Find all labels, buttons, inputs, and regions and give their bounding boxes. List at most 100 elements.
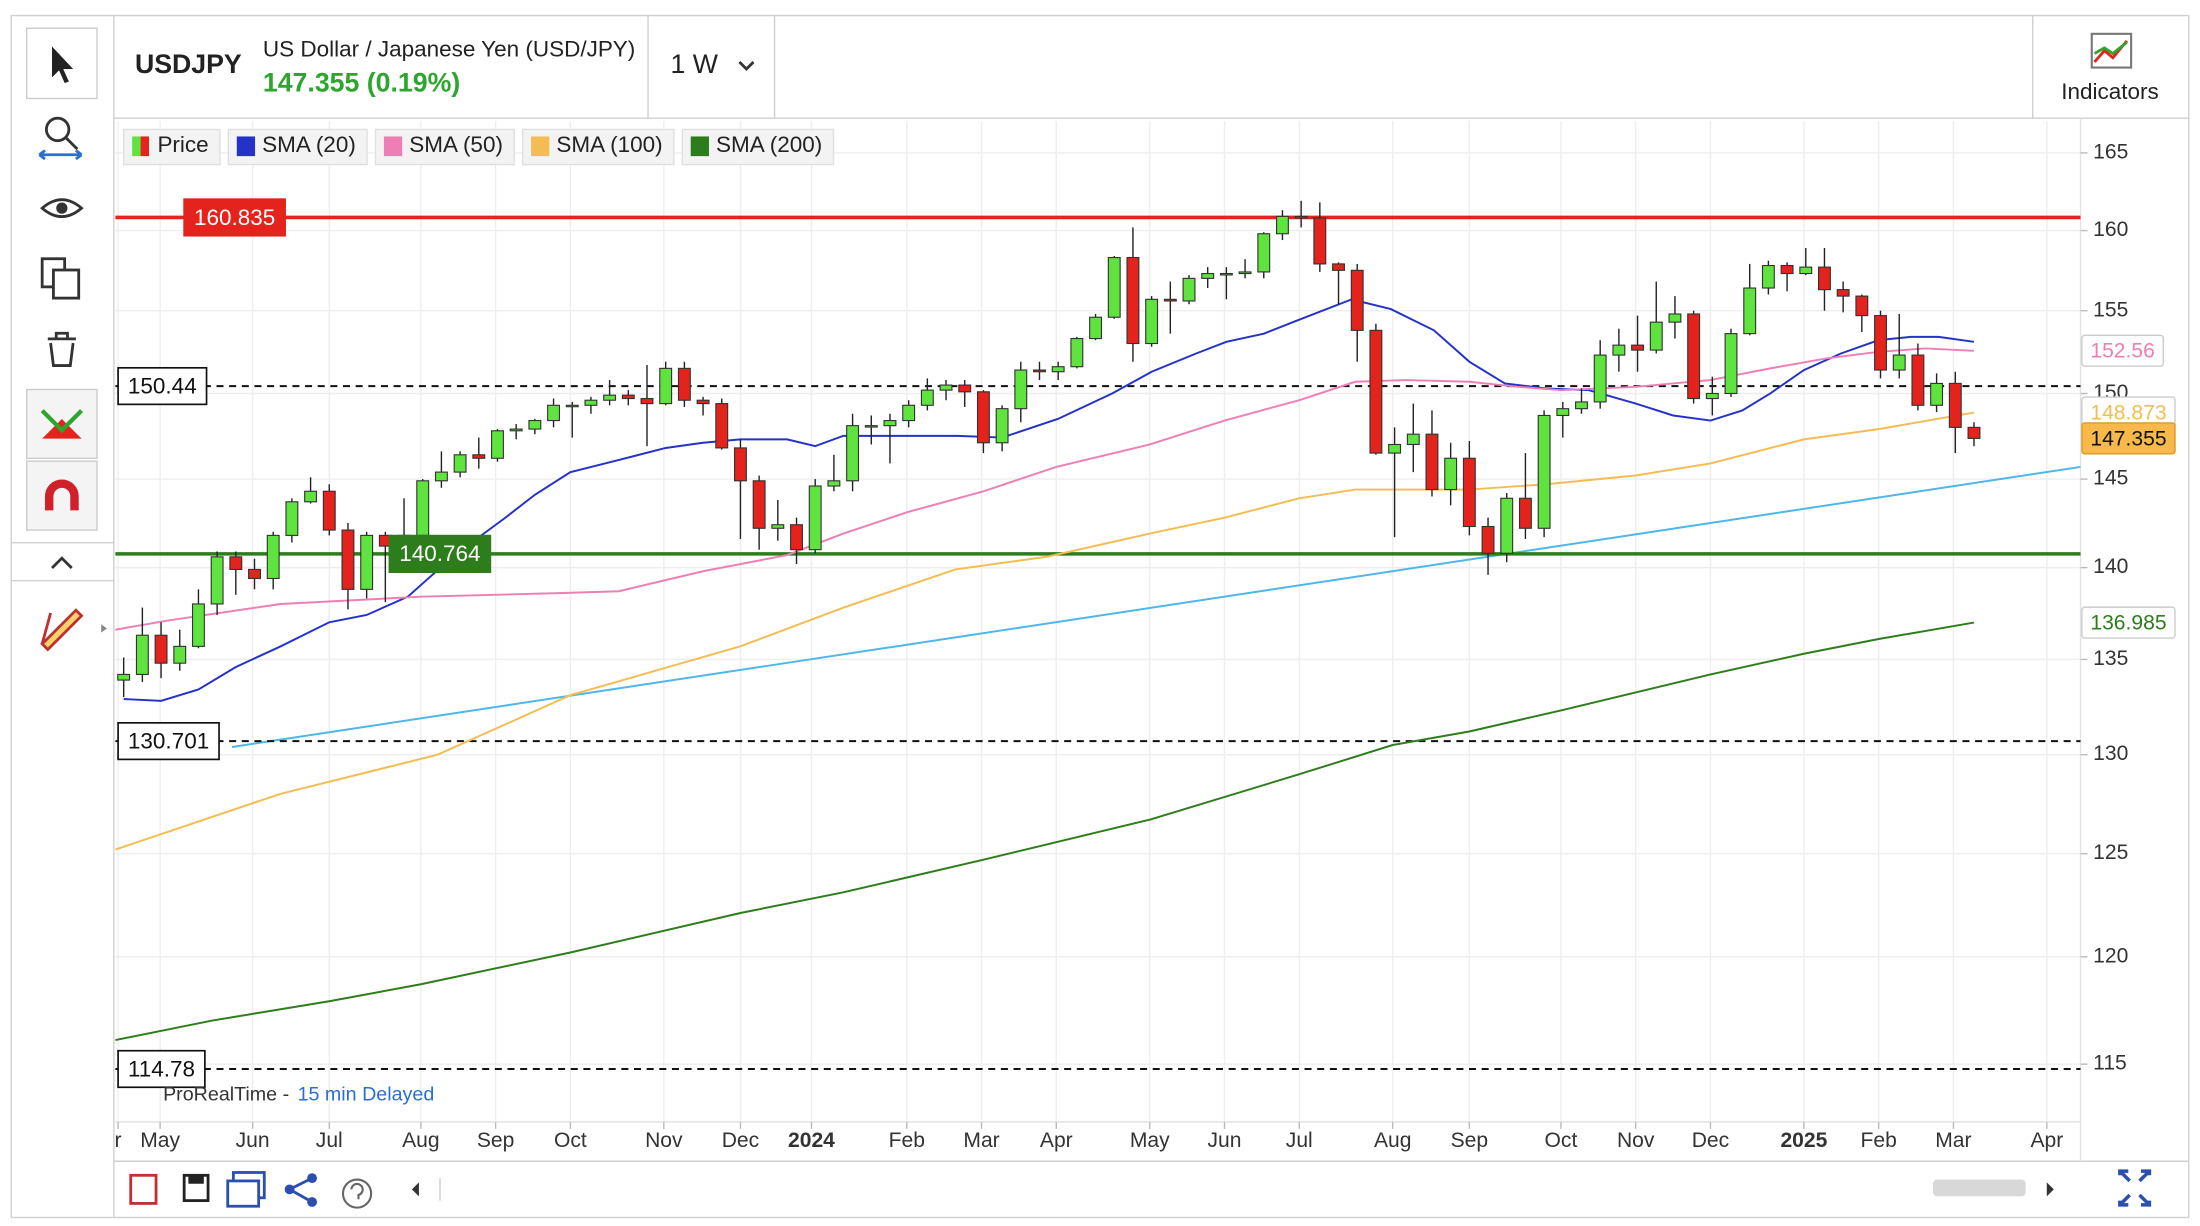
- candle-body: [677, 367, 691, 401]
- candle-body: [1631, 344, 1645, 351]
- y-tick-label: 115: [2093, 1052, 2127, 1075]
- scroll-left[interactable]: [411, 1182, 419, 1197]
- value-badge: 147.355: [2090, 427, 2166, 450]
- indicators-button[interactable]: Indicators: [2061, 79, 2158, 104]
- candle-body: [1500, 497, 1514, 554]
- x-tick-label: Dec: [1692, 1129, 1729, 1152]
- candle-body: [920, 389, 934, 406]
- level-label-box: [388, 534, 492, 574]
- x-tick-label: Feb: [889, 1129, 925, 1152]
- legend-label: SMA (50): [409, 132, 503, 157]
- candle-body: [715, 403, 729, 449]
- legend-swatch: [236, 136, 256, 157]
- left-toolbar: [11, 27, 114, 652]
- value-badge-box: [2081, 422, 2176, 455]
- x-tick-label: 2025: [1780, 1129, 1827, 1152]
- candle-body: [1051, 366, 1065, 373]
- candle-body: [1388, 443, 1402, 454]
- candle-body: [1612, 344, 1626, 356]
- scroll-right[interactable]: [2046, 1182, 2054, 1197]
- candle-body: [547, 404, 561, 422]
- tool-icon[interactable]: [129, 1173, 158, 1205]
- value-badge: 152.56: [2090, 340, 2154, 363]
- level-label: 160.835: [194, 205, 275, 230]
- tool-button[interactable]: [26, 388, 98, 460]
- source: ProRealTime -: [163, 1083, 289, 1105]
- candle-body: [210, 556, 224, 605]
- x-tick-label: r: [115, 1129, 122, 1152]
- sma-line: [115, 347, 1975, 631]
- candle-body: [1761, 264, 1775, 289]
- candle-body: [1930, 382, 1944, 406]
- candle-body: [1201, 272, 1215, 279]
- candle-body: [846, 425, 860, 482]
- candle-body: [621, 394, 635, 400]
- value-badge: 136.985: [2090, 612, 2166, 635]
- candle-body: [696, 399, 710, 405]
- level-label-box: [117, 722, 220, 761]
- candle-body: [1874, 315, 1887, 371]
- candle-body: [154, 634, 168, 664]
- candle-body: [1406, 433, 1420, 446]
- interval-chevron[interactable]: [738, 60, 755, 71]
- x-tick-label: May: [1130, 1129, 1170, 1152]
- candle-body: [752, 480, 766, 529]
- candle-body: [1724, 333, 1738, 395]
- y-tick-label: 125: [2093, 841, 2128, 864]
- level-label-box: [117, 366, 208, 406]
- candle-body: [902, 404, 916, 422]
- pencil-icon[interactable]: [40, 608, 84, 652]
- tool-button[interactable]: [26, 460, 98, 531]
- delay-note[interactable]: 15 min Delayed: [298, 1083, 435, 1105]
- candle-body: [1855, 295, 1869, 317]
- price-change: 147.355 (0.19%): [263, 67, 460, 97]
- candle-body: [603, 394, 617, 401]
- x-tick-label: Oct: [1545, 1129, 1578, 1152]
- candle-body: [1668, 313, 1682, 323]
- legend-swatch: [531, 136, 550, 157]
- candle-body: [864, 425, 878, 428]
- candle-body: [1911, 354, 1925, 406]
- x-tick-label: Jul: [316, 1129, 343, 1152]
- x-tick-label: Jun: [236, 1129, 270, 1152]
- candle-body: [434, 471, 448, 482]
- candle-body: [584, 399, 598, 406]
- legend-label: SMA (20): [262, 132, 356, 157]
- help-icon[interactable]: [341, 1178, 373, 1209]
- interval[interactable]: 1 W: [671, 49, 719, 79]
- scrollbar[interactable]: [1932, 1179, 2026, 1197]
- level-label: 140.764: [399, 541, 480, 566]
- value-badge-box: [2081, 334, 2164, 367]
- candle-body: [1948, 382, 1962, 428]
- legend-swatch: [132, 136, 141, 157]
- candle-body: [1107, 256, 1121, 318]
- y-tick-label: 130: [2093, 742, 2128, 765]
- candle-body: [1089, 316, 1103, 340]
- candle-body: [1967, 426, 1981, 439]
- candle-body: [304, 490, 318, 503]
- candle-body: [528, 419, 542, 430]
- y-tick-label: 135: [2093, 647, 2128, 670]
- candle-body: [1257, 233, 1271, 273]
- indicators-icon[interactable]: [2090, 32, 2133, 69]
- eye-icon: [56, 202, 68, 214]
- legend-label: Price: [157, 132, 208, 157]
- fullscreen-icon[interactable]: [2118, 1169, 2152, 1207]
- candle-body: [341, 529, 355, 590]
- sma-line: [115, 411, 1975, 851]
- collapse-icon[interactable]: [51, 556, 73, 570]
- x-tick-label: Oct: [554, 1129, 587, 1152]
- x-tick-label: Sep: [1451, 1129, 1489, 1152]
- level-label-box: [117, 1049, 206, 1089]
- candle-body: [790, 524, 803, 551]
- y-tick-label: 165: [2093, 140, 2128, 163]
- candle-body: [248, 568, 261, 580]
- candle-body: [173, 645, 187, 664]
- candle-body: [1705, 392, 1719, 400]
- icon-line: [2093, 41, 2128, 56]
- y-tick-label: 120: [2093, 944, 2128, 967]
- zoom-icon: [44, 116, 71, 143]
